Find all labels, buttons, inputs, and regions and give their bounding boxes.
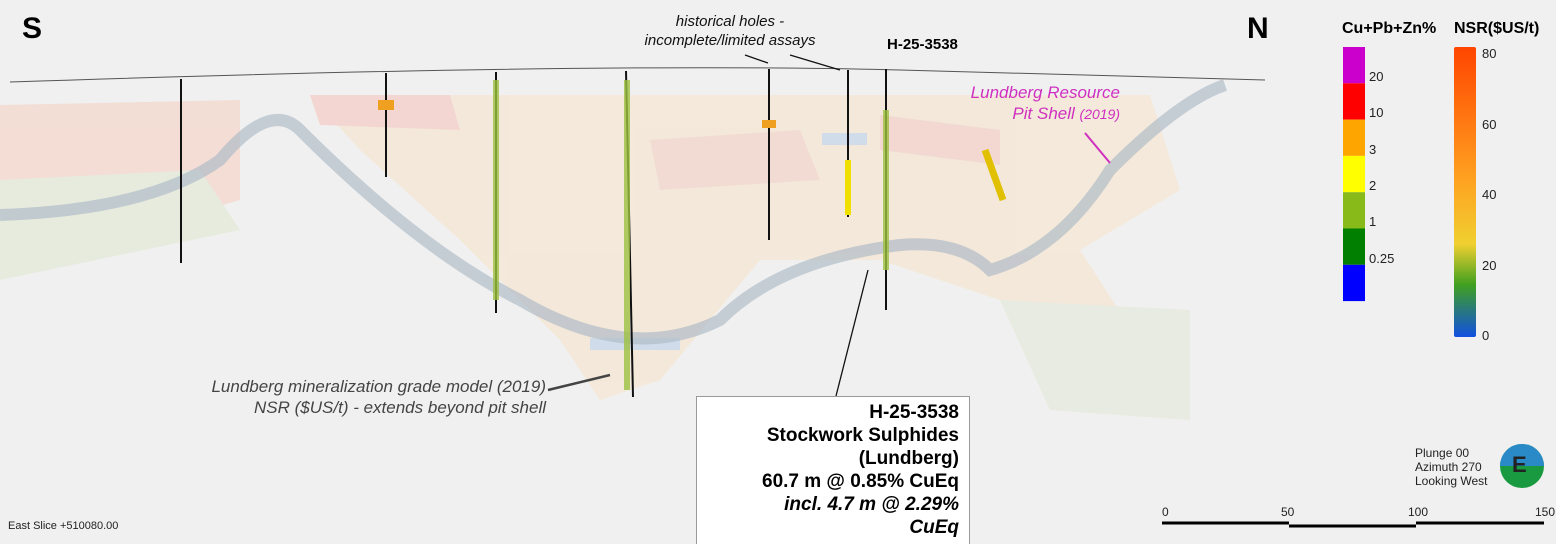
scale-tick-label: 50: [1281, 505, 1295, 519]
scale-bar: [1162, 521, 1544, 528]
annotation-arrows: [547, 54, 1111, 397]
pit-shell: [0, 79, 1228, 345]
slice-label: East Slice +510080.00: [8, 520, 119, 532]
intercept-callout: H-25-3538 Stockwork Sulphides (Lundberg)…: [696, 396, 970, 544]
grade-legend-label: 0.25: [1369, 250, 1395, 266]
grade-legend-label: 10: [1369, 105, 1384, 121]
drill-intercepts: [378, 80, 1007, 390]
callout-line: incl. 4.7 m @ 2.29% CuEq: [784, 494, 959, 538]
grade-legend-swatch: [1343, 264, 1365, 302]
south-label: S: [22, 12, 43, 45]
grade-legend-swatch: [1343, 155, 1365, 193]
compass-letter: E: [1512, 452, 1527, 477]
nsr-legend-label: 80: [1482, 46, 1497, 61]
grade-model-label: Lundberg mineralization grade model (201…: [150, 376, 546, 418]
grade-legend-swatch: [1343, 47, 1365, 84]
pit-line: Pit Shell: [1012, 104, 1075, 123]
pit-year: (2019): [1079, 106, 1120, 122]
callout-hole: H-25-3538: [869, 402, 959, 423]
pit-shell-label: Lundberg Resource Pit Shell (2019): [940, 82, 1120, 125]
plunge: Plunge 00: [1415, 446, 1470, 460]
topography-line: [9, 67, 1266, 83]
scale-tick-label: 100: [1408, 505, 1429, 519]
grade-legend-swatch: [1343, 192, 1365, 229]
callout-line: Stockwork Sulphides: [766, 425, 959, 446]
scale-tick-label: 0: [1162, 505, 1169, 519]
note-line: incomplete/limited assays: [644, 32, 816, 49]
grade-legend-label: 2: [1369, 177, 1377, 193]
note-line: historical holes -: [675, 13, 785, 30]
grade-legend-swatch: [1343, 228, 1365, 265]
nsr-legend-bar: [1454, 47, 1476, 337]
north-label: N: [1247, 12, 1269, 45]
model-line: NSR ($US/t) - extends beyond pit shell: [254, 398, 546, 417]
grade-legend-swatch: [1343, 83, 1365, 120]
hole-label: H-25-3538: [887, 36, 958, 53]
nsr-legend-label: 20: [1482, 257, 1497, 273]
nsr-legend-label: 0: [1482, 328, 1490, 343]
grade-legend-title: Cu+Pb+Zn%: [1342, 20, 1437, 37]
callout-line: 60.7 m @ 0.85% CuEq: [762, 471, 959, 492]
scale-tick-label: 150: [1535, 505, 1556, 519]
compass-ball: [1500, 444, 1544, 488]
grade-legend-label: 1: [1369, 214, 1377, 230]
grade-legend-label: 3: [1369, 141, 1377, 157]
grade-legend-bar: [1343, 47, 1365, 302]
grade-legend-label: 20: [1369, 69, 1384, 84]
callout-line: (Lundberg): [858, 448, 959, 469]
nsr-legend-label: 60: [1482, 116, 1497, 132]
nsr-legend-title: NSR($US/t): [1454, 20, 1540, 37]
view-orientation: Plunge 00 Azimuth 270 Looking West: [1415, 446, 1488, 488]
pit-line: Lundberg Resource: [970, 83, 1120, 102]
grade-legend-swatch: [1343, 119, 1365, 156]
azimuth: Azimuth 270: [1415, 460, 1482, 474]
nsr-legend-label: 40: [1482, 187, 1497, 202]
historical-holes-note: historical holes - incomplete/limited as…: [610, 12, 850, 50]
model-line: Lundberg mineralization grade model (201…: [211, 377, 546, 396]
looking-direction: Looking West: [1415, 474, 1488, 488]
